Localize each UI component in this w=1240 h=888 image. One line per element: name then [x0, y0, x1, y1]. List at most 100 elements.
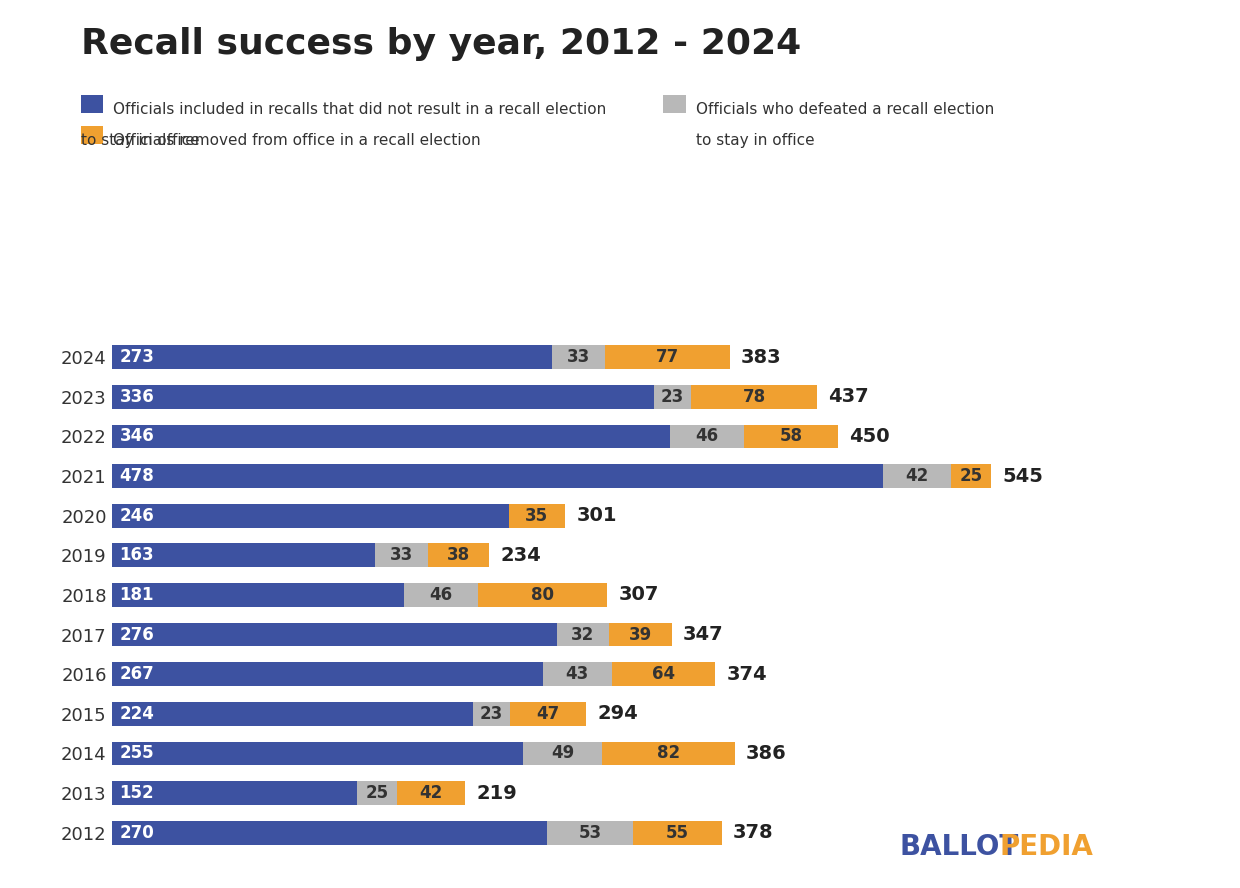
Bar	[112, 741, 523, 765]
Bar	[663, 95, 686, 113]
Bar	[357, 781, 397, 805]
Text: 163: 163	[120, 546, 154, 565]
Bar	[112, 583, 404, 607]
Bar	[547, 821, 632, 844]
Bar	[523, 741, 603, 765]
Text: 46: 46	[696, 427, 719, 446]
Bar	[883, 464, 951, 488]
Text: 307: 307	[619, 585, 658, 605]
Text: 386: 386	[746, 744, 786, 763]
Text: 347: 347	[683, 625, 724, 644]
Bar	[112, 702, 474, 725]
Text: 450: 450	[849, 427, 890, 446]
Bar	[112, 385, 653, 408]
Text: 378: 378	[733, 823, 774, 842]
Text: 25: 25	[960, 467, 982, 485]
Text: PEDIA: PEDIA	[999, 833, 1094, 861]
Text: 383: 383	[742, 348, 781, 367]
Text: 219: 219	[476, 783, 517, 803]
Text: 545: 545	[1002, 466, 1043, 486]
Bar	[508, 503, 565, 527]
Text: Officials included in recalls that did not result in a recall election: Officials included in recalls that did n…	[113, 102, 606, 117]
Bar	[112, 345, 552, 369]
Text: 346: 346	[120, 427, 155, 446]
Text: 35: 35	[526, 507, 548, 525]
Text: 336: 336	[120, 388, 155, 406]
Text: 267: 267	[120, 665, 155, 683]
Text: to stay in office: to stay in office	[81, 133, 200, 148]
Text: 152: 152	[120, 784, 154, 802]
Bar	[112, 543, 374, 567]
Text: 77: 77	[656, 348, 680, 366]
Text: 58: 58	[780, 427, 802, 446]
Text: 23: 23	[480, 705, 503, 723]
Text: 42: 42	[419, 784, 443, 802]
Bar	[112, 821, 547, 844]
Bar	[603, 741, 734, 765]
Text: Officials removed from office in a recall election: Officials removed from office in a recal…	[113, 133, 480, 148]
Text: 64: 64	[652, 665, 675, 683]
Text: 374: 374	[727, 665, 768, 684]
Bar	[670, 424, 744, 448]
Text: Officials who defeated a recall election: Officials who defeated a recall election	[696, 102, 994, 117]
Text: BALLOT: BALLOT	[899, 833, 1018, 861]
Bar	[112, 424, 670, 448]
Bar	[632, 821, 722, 844]
Text: 47: 47	[537, 705, 559, 723]
Bar	[552, 345, 605, 369]
Text: 301: 301	[577, 506, 618, 525]
Text: 80: 80	[531, 586, 554, 604]
Text: 33: 33	[389, 546, 413, 565]
Text: 234: 234	[501, 546, 542, 565]
Text: to stay in office: to stay in office	[696, 133, 815, 148]
Text: 82: 82	[657, 744, 680, 763]
Bar	[374, 543, 428, 567]
Text: 276: 276	[120, 625, 155, 644]
Text: 478: 478	[120, 467, 155, 485]
Text: 78: 78	[743, 388, 765, 406]
Text: 38: 38	[448, 546, 470, 565]
Bar	[397, 781, 465, 805]
Text: 25: 25	[366, 784, 388, 802]
Text: 270: 270	[120, 824, 155, 842]
Text: 53: 53	[579, 824, 601, 842]
Bar	[557, 622, 609, 646]
Bar	[543, 662, 611, 686]
Text: Recall success by year, 2012 - 2024: Recall success by year, 2012 - 2024	[81, 27, 801, 60]
Bar	[81, 126, 103, 144]
Bar	[428, 543, 490, 567]
Text: 246: 246	[120, 507, 155, 525]
Text: 224: 224	[120, 705, 155, 723]
Bar	[112, 464, 883, 488]
Bar	[605, 345, 730, 369]
Text: 55: 55	[666, 824, 688, 842]
Text: 39: 39	[629, 625, 652, 644]
Text: 46: 46	[429, 586, 453, 604]
Text: 255: 255	[120, 744, 154, 763]
Bar	[404, 583, 477, 607]
Bar	[112, 662, 543, 686]
Text: 273: 273	[120, 348, 155, 366]
Bar	[112, 622, 557, 646]
Bar	[951, 464, 991, 488]
Bar	[477, 583, 608, 607]
Bar	[112, 503, 508, 527]
Text: 181: 181	[120, 586, 154, 604]
Text: 49: 49	[551, 744, 574, 763]
Bar	[744, 424, 838, 448]
Text: 437: 437	[828, 387, 869, 407]
Bar	[653, 385, 691, 408]
Text: 294: 294	[598, 704, 639, 724]
Bar	[112, 781, 357, 805]
Text: 33: 33	[567, 348, 590, 366]
Bar	[474, 702, 510, 725]
Bar	[510, 702, 587, 725]
Bar	[81, 95, 103, 113]
Bar	[609, 622, 672, 646]
Bar	[691, 385, 817, 408]
Text: 23: 23	[661, 388, 684, 406]
Text: 42: 42	[905, 467, 929, 485]
Text: 43: 43	[565, 665, 589, 683]
Bar	[611, 662, 715, 686]
Text: 32: 32	[572, 625, 594, 644]
